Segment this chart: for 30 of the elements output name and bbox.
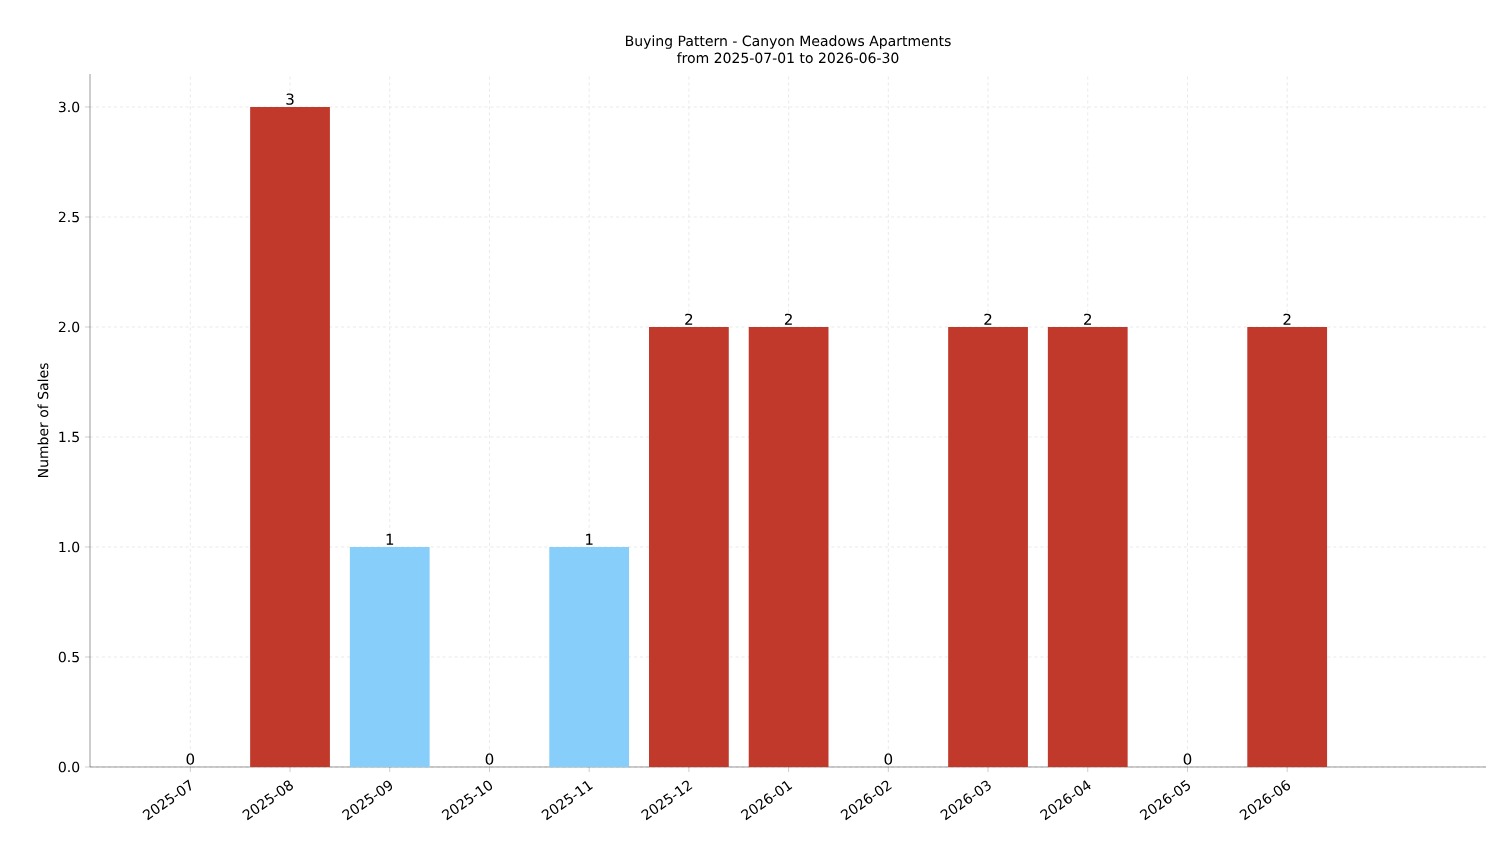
y-tick-label: 1.5 xyxy=(59,431,79,443)
data-label: 2 xyxy=(1283,313,1291,325)
data-label: 2 xyxy=(784,313,792,325)
bar xyxy=(349,546,430,767)
y-tick-label: 2.0 xyxy=(58,321,80,333)
data-label: 2 xyxy=(685,313,693,325)
y-tick-label: 1.0 xyxy=(59,541,80,553)
chart-title: Buying Pattern - Canyon Meadows Apartments xyxy=(626,35,951,49)
data-label: 0 xyxy=(884,753,893,765)
data-label: 1 xyxy=(586,533,593,545)
chart-subtitle: from 2025-07-01 to 2026-06-30 xyxy=(676,52,899,64)
bar xyxy=(649,326,729,767)
y-tick-label: 3.0 xyxy=(58,101,80,113)
data-label: 2 xyxy=(984,313,992,325)
data-label: 1 xyxy=(386,533,394,545)
bar xyxy=(1247,326,1328,767)
y-tick-label: 0.5 xyxy=(58,651,79,663)
y-tick-label: 2.5 xyxy=(58,211,79,223)
bar xyxy=(549,546,630,767)
bar xyxy=(1047,326,1128,767)
bar xyxy=(948,326,1028,767)
y-axis-title: Number of Sales xyxy=(37,363,49,478)
bar xyxy=(748,326,829,767)
data-label: 0 xyxy=(485,753,494,765)
y-tick-label: 0.0 xyxy=(58,761,80,773)
data-label: 2 xyxy=(1084,313,1092,325)
bar xyxy=(250,106,330,767)
data-label: 3 xyxy=(286,93,294,105)
data-label: 0 xyxy=(186,753,195,765)
data-label: 0 xyxy=(1183,753,1192,765)
